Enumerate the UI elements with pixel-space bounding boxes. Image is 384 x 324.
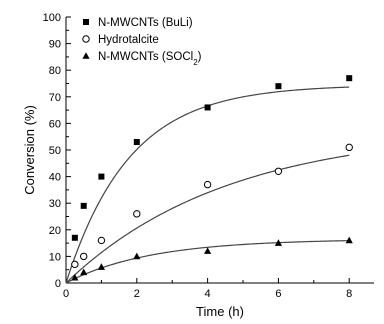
plot-area: 0 2 4 6 8 0 10 20 30 40 50 60 70 80 90 100 bbox=[43, 12, 374, 300]
y-tick-label: 40 bbox=[49, 172, 61, 184]
y-ticks: 0 10 20 30 40 50 60 70 80 90 100 bbox=[43, 12, 71, 290]
data-points bbox=[71, 75, 353, 281]
data-point bbox=[345, 236, 353, 244]
data-point bbox=[345, 143, 353, 152]
legend-label: N-MWCNTs (SOCl2) bbox=[98, 51, 202, 67]
legend-label-suffix: ) bbox=[198, 51, 202, 63]
data-point bbox=[204, 247, 212, 254]
data-point bbox=[275, 83, 282, 90]
x-tick-label: 8 bbox=[346, 288, 352, 300]
data-point bbox=[274, 167, 283, 175]
y-tick-label: 100 bbox=[43, 12, 61, 24]
data-point bbox=[80, 252, 88, 261]
data-point bbox=[80, 202, 87, 209]
legend-marker bbox=[82, 52, 90, 59]
y-axis-title: Conversion (%) bbox=[22, 105, 37, 195]
data-point bbox=[133, 210, 141, 218]
data-point bbox=[80, 268, 88, 276]
data-point bbox=[133, 139, 140, 146]
legend-label: Hydrotalcite bbox=[98, 34, 159, 46]
data-point bbox=[274, 239, 283, 246]
y-tick-label: 80 bbox=[49, 65, 61, 77]
data-point bbox=[203, 180, 212, 189]
legend-label: N-MWCNTs (BuLi) bbox=[98, 17, 193, 29]
x-tick-label: 4 bbox=[205, 288, 211, 300]
data-point bbox=[71, 260, 79, 269]
y-tick-label: 10 bbox=[49, 251, 61, 263]
y-tick-label: 30 bbox=[49, 198, 61, 210]
x-axis-title: Time (h) bbox=[196, 304, 244, 319]
data-point bbox=[71, 273, 79, 281]
y-tick-label: 60 bbox=[49, 118, 61, 130]
data-point bbox=[98, 173, 105, 180]
data-point bbox=[71, 234, 78, 241]
legend-marker bbox=[82, 35, 90, 43]
data-point bbox=[133, 252, 141, 260]
data-point bbox=[204, 104, 211, 111]
legend-label-subscript: 2 bbox=[193, 58, 198, 67]
x-ticks: 0 2 4 6 8 bbox=[63, 278, 352, 300]
x-tick-label: 2 bbox=[134, 288, 140, 300]
x-tick-label: 6 bbox=[275, 288, 281, 300]
data-point bbox=[346, 75, 353, 82]
y-tick-label: 20 bbox=[49, 225, 61, 237]
y-tick-label: 90 bbox=[49, 39, 61, 51]
x-tick-label: 0 bbox=[63, 288, 69, 300]
data-point bbox=[97, 263, 106, 270]
y-tick-label: 0 bbox=[55, 278, 61, 290]
fit-curve bbox=[65, 154, 350, 284]
y-tick-label: 70 bbox=[49, 92, 61, 104]
data-point bbox=[97, 236, 106, 245]
legend-marker bbox=[83, 19, 89, 25]
legend: N-MWCNTs (BuLi) Hydrotalcite N-MWCNTs (SOC… bbox=[82, 17, 202, 67]
y-tick-label: 50 bbox=[49, 145, 61, 157]
